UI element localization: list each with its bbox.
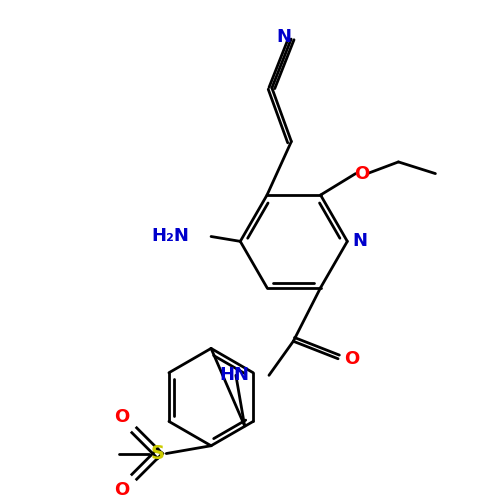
Text: S: S: [150, 444, 164, 463]
Text: N: N: [352, 232, 367, 250]
Text: HN: HN: [220, 366, 250, 384]
Text: O: O: [114, 408, 130, 426]
Text: O: O: [354, 164, 369, 182]
Text: O: O: [344, 350, 359, 368]
Text: H₂N: H₂N: [152, 228, 190, 246]
Text: O: O: [114, 481, 130, 499]
Text: N: N: [276, 28, 291, 46]
